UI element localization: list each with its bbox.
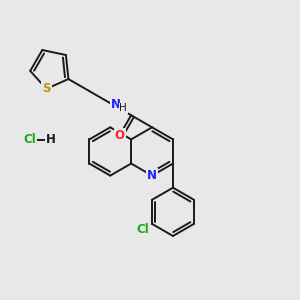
Text: Cl: Cl — [23, 133, 36, 146]
Text: H: H — [46, 133, 56, 146]
Text: O: O — [115, 129, 125, 142]
Text: H: H — [119, 103, 127, 113]
Text: Cl: Cl — [136, 223, 149, 236]
Text: S: S — [42, 82, 51, 95]
Text: N: N — [147, 169, 157, 182]
Text: N: N — [110, 98, 121, 111]
